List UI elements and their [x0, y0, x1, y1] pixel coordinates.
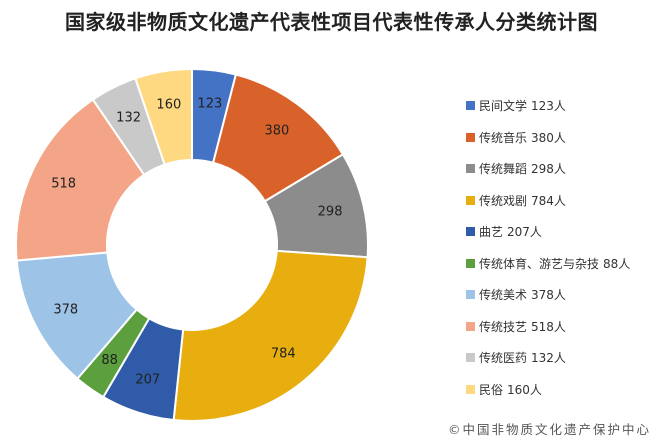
donut-slice-8: [15, 98, 146, 262]
legend-swatch: [466, 227, 475, 236]
slice-value-label-4: 784: [271, 346, 296, 361]
legend-value: 380人: [531, 130, 566, 145]
slice-value-label-9: 132: [116, 110, 141, 125]
legend-value: 518人: [531, 319, 566, 334]
legend-label: 传统体育、游艺与杂技: [479, 256, 600, 271]
legend-swatch: [466, 384, 475, 394]
legend-label: 传统技艺: [479, 319, 528, 334]
slice-value-label-1: 123: [197, 97, 222, 112]
slice-value-label-8: 518: [51, 177, 76, 192]
legend-swatch: [466, 258, 475, 268]
legend-swatch: [466, 132, 475, 142]
legend-value: 298人: [531, 162, 566, 176]
legend: 民间文学 123人 传统音乐 380人 传统舞蹈 298人 传统戏剧 784人 曲艺 207人 传统…: [466, 96, 630, 411]
legend-swatch: [466, 195, 475, 205]
legend-item: 传统舞蹈 298人: [466, 159, 630, 178]
legend-label: 曲艺: [479, 225, 504, 239]
donut-slice-10: [134, 67, 193, 166]
donut-slice-4: [172, 249, 369, 422]
slice-value-label-6: 88: [101, 353, 118, 368]
legend-value: 88人: [603, 256, 631, 271]
slice-value-label-7: 378: [53, 302, 78, 317]
legend-item: 民俗 160人: [466, 380, 630, 399]
legend-swatch: [466, 101, 475, 110]
legend-item: 曲艺 207人: [466, 222, 630, 241]
legend-item: 传统美术 378人: [466, 285, 630, 304]
copyright-notice: ©中国非物质文化遗产保护中心: [447, 422, 651, 437]
legend-value: 123人: [531, 99, 566, 113]
legend-swatch: [466, 164, 475, 173]
legend-value: 132人: [531, 351, 566, 365]
legend-label: 民俗: [479, 382, 504, 397]
legend-value: 378人: [531, 288, 566, 302]
legend-value: 207人: [507, 225, 542, 239]
slice-value-label-2: 380: [265, 124, 290, 139]
legend-item: 传统戏剧 784人: [466, 191, 630, 210]
legend-label: 民间文学: [479, 99, 528, 113]
legend-item: 民间文学 123人: [466, 96, 630, 115]
legend-swatch: [466, 290, 475, 299]
legend-label: 传统舞蹈: [479, 162, 528, 176]
legend-item: 传统技艺 518人: [466, 317, 630, 336]
slice-value-label-3: 298: [318, 204, 343, 219]
legend-swatch: [466, 321, 475, 331]
legend-item: 传统体育、游艺与杂技 88人: [466, 254, 630, 273]
legend-swatch: [466, 353, 475, 362]
legend-label: 传统医药: [479, 351, 528, 365]
chart-title: 国家级非物质文化遗产代表性项目代表性传承人分类统计图: [65, 10, 598, 34]
legend-item: 传统医药 132人: [466, 348, 630, 367]
legend-item: 传统音乐 380人: [466, 128, 630, 147]
legend-label: 传统戏剧: [479, 193, 528, 208]
legend-value: 784人: [531, 193, 566, 208]
legend-label: 传统音乐: [479, 130, 528, 145]
legend-label: 传统美术: [479, 288, 528, 302]
slice-value-label-5: 207: [135, 372, 160, 387]
slice-value-label-10: 160: [156, 97, 181, 112]
legend-value: 160人: [507, 382, 542, 397]
